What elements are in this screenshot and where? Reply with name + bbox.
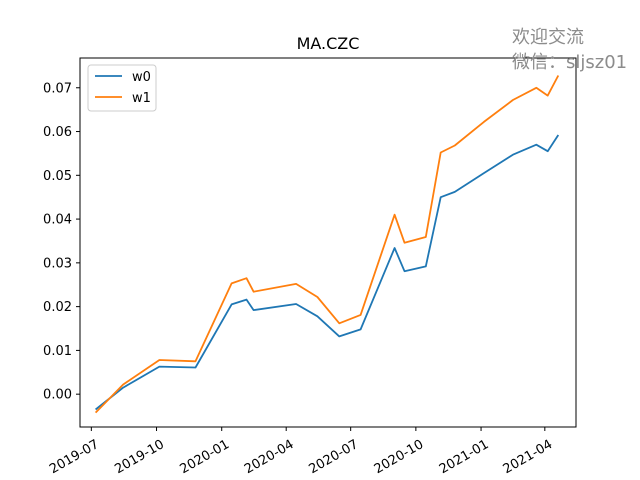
plot-area-frame xyxy=(79,57,577,428)
y-tick-label: 0.01 xyxy=(43,344,72,359)
y-tick-label: 0.05 xyxy=(43,169,72,184)
watermark: 欢迎交流 微信：sljsz01 xyxy=(512,25,627,75)
y-tick-label: 0.02 xyxy=(43,300,72,315)
x-tick-label: 2019-10 xyxy=(112,437,167,477)
x-tick-label: 2020-01 xyxy=(178,437,233,477)
x-tick-label: 2020-10 xyxy=(372,437,427,477)
watermark-line-2: 微信：sljsz01 xyxy=(512,52,628,73)
x-tick-label: 2021-04 xyxy=(501,437,556,477)
x-axis: 2019-07 2019-10 2020-01 2020-04 2020-07 2020-… xyxy=(47,427,555,477)
y-axis: 0.00 0.01 0.02 0.03 0.04 0.05 0.06 0.07 xyxy=(43,81,80,403)
series-line-w0 xyxy=(95,134,560,411)
y-tick-label: 0.07 xyxy=(43,81,72,96)
series-line-w1 xyxy=(94,75,560,414)
legend: w0 w1 xyxy=(87,64,157,112)
y-tick-label: 0.06 xyxy=(43,125,72,140)
legend-label-w1: w1 xyxy=(132,91,151,106)
watermark-line-1: 欢迎交流 xyxy=(512,27,584,48)
y-tick-label: 0.00 xyxy=(43,388,72,403)
y-tick-label: 0.03 xyxy=(43,256,72,271)
legend-label-w0: w0 xyxy=(132,70,151,85)
y-tick-label: 0.04 xyxy=(43,213,72,228)
x-tick-label: 2019-07 xyxy=(47,437,102,477)
x-tick-label: 2020-07 xyxy=(307,437,362,477)
chart-title: MA.CZC xyxy=(297,34,360,53)
series-group xyxy=(94,75,560,414)
x-tick-label: 2020-04 xyxy=(242,437,297,477)
x-tick-label: 2021-01 xyxy=(437,437,492,477)
